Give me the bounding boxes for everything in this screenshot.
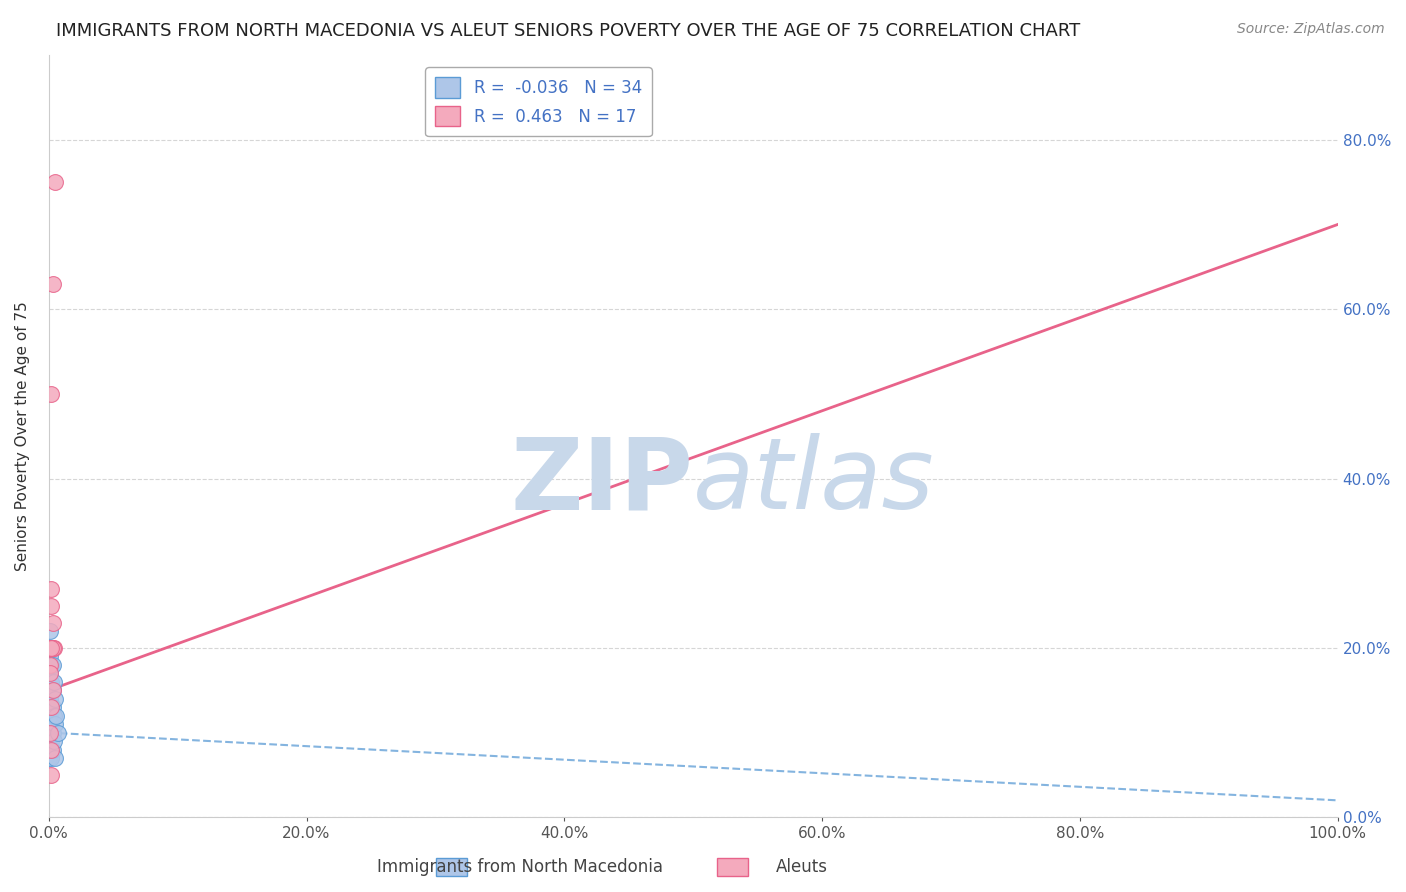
Point xyxy=(38,674,60,689)
Point xyxy=(39,666,62,681)
Point xyxy=(41,734,63,748)
Point xyxy=(39,624,62,638)
Text: Immigrants from North Macedonia: Immigrants from North Macedonia xyxy=(377,858,664,876)
Text: IMMIGRANTS FROM NORTH MACEDONIA VS ALEUT SENIORS POVERTY OVER THE AGE OF 75 CORR: IMMIGRANTS FROM NORTH MACEDONIA VS ALEUT… xyxy=(56,22,1080,40)
Point xyxy=(39,691,62,706)
Point xyxy=(39,725,62,739)
Point xyxy=(41,725,63,739)
Point xyxy=(42,734,65,748)
Point xyxy=(41,700,63,714)
Point xyxy=(39,666,62,681)
Point xyxy=(39,708,62,723)
Point xyxy=(46,725,69,739)
Point xyxy=(44,691,66,706)
Point xyxy=(38,734,60,748)
Point xyxy=(44,175,66,189)
Point xyxy=(39,657,62,672)
Text: ZIP: ZIP xyxy=(510,434,693,531)
Point xyxy=(41,599,63,613)
Point xyxy=(44,751,66,765)
Point xyxy=(41,768,63,782)
Point xyxy=(38,691,60,706)
Point xyxy=(41,742,63,756)
Point xyxy=(42,674,65,689)
Y-axis label: Seniors Poverty Over the Age of 75: Seniors Poverty Over the Age of 75 xyxy=(15,301,30,571)
Point xyxy=(41,657,63,672)
Point xyxy=(41,615,63,630)
Point xyxy=(41,582,63,596)
Point xyxy=(42,708,65,723)
Point xyxy=(41,640,63,655)
Point xyxy=(39,725,62,739)
Point xyxy=(41,277,63,291)
Point xyxy=(41,717,63,731)
Text: atlas: atlas xyxy=(693,434,935,531)
Point xyxy=(41,387,63,401)
Point xyxy=(38,640,60,655)
Point xyxy=(39,640,62,655)
Point xyxy=(38,725,60,739)
Point xyxy=(39,649,62,664)
Point xyxy=(41,657,63,672)
Point xyxy=(41,683,63,698)
Point xyxy=(41,683,63,698)
Point xyxy=(44,717,66,731)
Point xyxy=(41,674,63,689)
Point xyxy=(39,742,62,756)
Text: Source: ZipAtlas.com: Source: ZipAtlas.com xyxy=(1237,22,1385,37)
Point xyxy=(41,700,63,714)
Text: Aleuts: Aleuts xyxy=(776,858,827,876)
Point xyxy=(45,708,67,723)
Point xyxy=(41,742,63,756)
Point xyxy=(41,640,63,655)
Point xyxy=(42,640,65,655)
Point xyxy=(38,751,60,765)
Point xyxy=(41,700,63,714)
Point xyxy=(41,640,63,655)
Point xyxy=(41,751,63,765)
Legend: R =  -0.036   N = 34, R =  0.463   N = 17: R = -0.036 N = 34, R = 0.463 N = 17 xyxy=(425,67,652,136)
Point xyxy=(39,640,62,655)
